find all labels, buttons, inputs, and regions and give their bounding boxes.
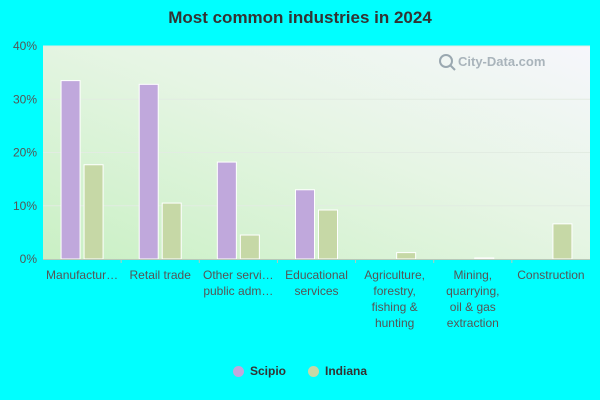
legend-label-indiana: Indiana [325,364,368,378]
bar-scipio [138,83,159,260]
y-tick-label: 20% [13,146,37,160]
y-tick-label: 40% [13,39,37,53]
watermark-text: City-Data.com [458,54,545,69]
bars [60,80,573,260]
bar-indiana [318,209,338,260]
y-tick-label: 30% [13,92,37,106]
x-tick-label: Manufactur… [46,268,118,282]
bar-scipio [295,189,315,260]
bar-scipio [216,161,237,260]
bar-indiana [396,252,417,260]
bar-indiana [239,234,260,260]
magnifier-icon [439,54,453,68]
bar-indiana [161,202,182,260]
legend-item-indiana: Indiana [308,364,367,378]
x-tick-label: Agriculture, forestry, fishing & hunting [364,268,425,330]
x-tick-label: Educational services [285,268,348,298]
bar-indiana [474,257,495,260]
x-tick-label: Construction [517,268,584,282]
watermark: City-Data.com [439,54,545,71]
bar-indiana [552,223,573,260]
y-axis: 0% 10% 20% 30% 40% [13,39,37,266]
bar-indiana [83,164,104,260]
legend-label-scipio: Scipio [249,364,286,378]
legend-swatch-indiana [308,365,319,377]
legend-item-scipio: Scipio [232,364,286,378]
chart-title: Most common industries in 2024 [168,8,432,27]
x-tick-label: Mining, quarrying, oil & gas extraction [446,268,499,330]
legend-swatch-scipio [232,365,244,377]
bar-scipio [60,80,81,260]
x-tick-label: Retail trade [130,268,192,282]
x-tick-label: Other servi… public adm… [203,268,274,298]
x-axis: Manufactur… Retail trade Other servi… publi… [43,259,590,330]
y-tick-label: 0% [20,252,38,266]
legend: Scipio Indiana [0,364,600,378]
grid-lines [43,45,590,207]
y-tick-label: 10% [13,199,37,213]
